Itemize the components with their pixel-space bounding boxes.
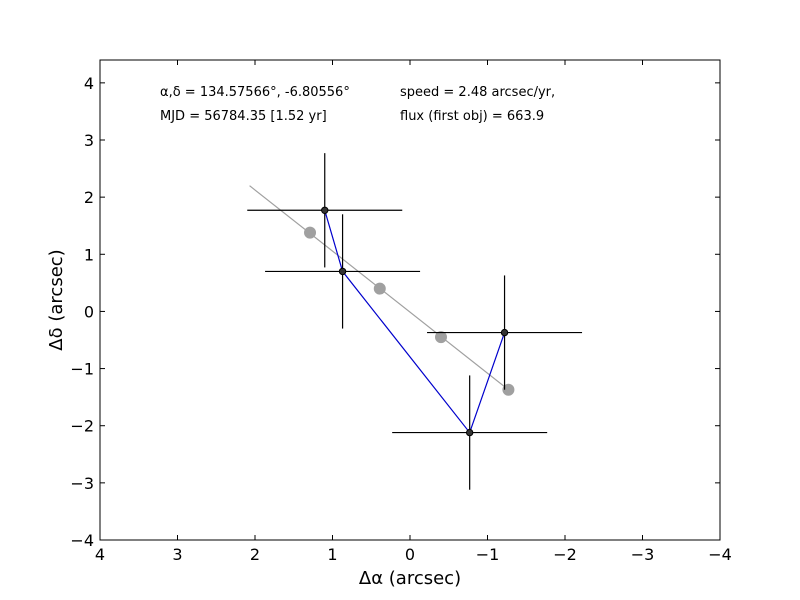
annotation-mjd: MJD = 56784.35 [1.52 yr] bbox=[160, 109, 327, 124]
y-tick-label: −4 bbox=[70, 531, 94, 550]
x-tick-label: 2 bbox=[250, 545, 260, 564]
annotation-speed: speed = 2.48 arcsec/yr, bbox=[400, 85, 555, 100]
fit-point bbox=[502, 383, 515, 396]
observed-point bbox=[338, 267, 347, 276]
x-tick-label: −1 bbox=[476, 545, 500, 564]
y-tick-label: 3 bbox=[84, 131, 94, 150]
x-tick-label: 0 bbox=[405, 545, 415, 564]
y-tick-label: 4 bbox=[84, 74, 94, 93]
x-tick-label: −2 bbox=[553, 545, 577, 564]
y-tick-label: −2 bbox=[70, 417, 94, 436]
fit-point bbox=[373, 282, 386, 295]
x-tick-label: −4 bbox=[708, 545, 732, 564]
y-tick-label: 2 bbox=[84, 188, 94, 207]
observation-path bbox=[324, 210, 506, 434]
x-axis-label: Δα (arcsec) bbox=[359, 568, 461, 589]
observed-point bbox=[500, 328, 509, 337]
annotation-flux: flux (first obj) = 663.9 bbox=[400, 109, 544, 124]
y-tick-label: 0 bbox=[84, 302, 94, 321]
point-layer bbox=[321, 206, 509, 437]
y-tick-label: −3 bbox=[70, 474, 94, 493]
errorbar-layer bbox=[247, 153, 583, 490]
x-tick-label: −3 bbox=[631, 545, 655, 564]
x-tick-label: 3 bbox=[172, 545, 182, 564]
observed-point bbox=[465, 428, 474, 437]
plot-frame bbox=[99, 59, 721, 541]
y-tick-label: −1 bbox=[70, 360, 94, 379]
path-layer bbox=[324, 210, 506, 434]
fit-layer bbox=[249, 185, 515, 396]
fit-point bbox=[304, 226, 317, 239]
fit-point bbox=[435, 331, 447, 344]
y-tick-label: 1 bbox=[84, 245, 94, 264]
x-tick-label: 1 bbox=[327, 545, 337, 564]
observed-point bbox=[321, 206, 329, 214]
x-tick-label: 4 bbox=[95, 545, 105, 564]
annotation-coords: α,δ = 134.57566°, -6.80556° bbox=[160, 85, 350, 100]
y-axis-label: Δδ (arcsec) bbox=[46, 249, 67, 350]
